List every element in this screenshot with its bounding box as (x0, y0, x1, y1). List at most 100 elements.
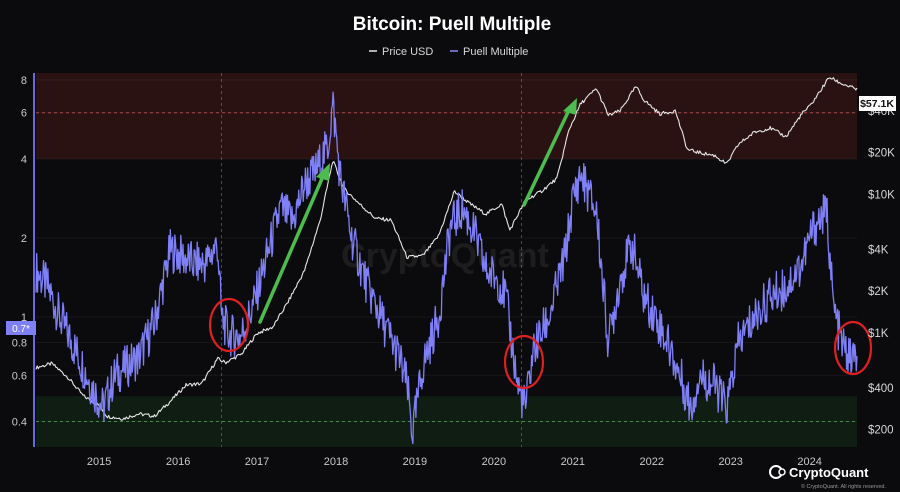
puell-point-60 (738, 342, 739, 343)
price-point-5 (106, 416, 107, 417)
price-point-35 (556, 178, 557, 179)
price-point-18 (304, 270, 305, 271)
puell-point-15 (221, 316, 222, 317)
puell-point-54 (667, 342, 668, 343)
puell-point-48 (596, 212, 597, 213)
price-point-25 (406, 257, 407, 258)
puell-point-1 (47, 287, 48, 288)
puell-point-0 (35, 270, 36, 271)
price-point-7 (138, 413, 139, 414)
series-line-puell (35, 91, 858, 445)
puell-point-42 (525, 408, 526, 409)
x-tick-label-2022: 2022 (640, 456, 664, 468)
gridlines (33, 73, 857, 447)
price-point-47 (714, 155, 715, 156)
brand-logo: CryptoQuant © CryptoQuant. All rights re… (769, 465, 887, 490)
puell-point-43 (533, 349, 534, 350)
puell-point-65 (813, 227, 814, 228)
price-badge-text: $57.1K (860, 98, 894, 110)
price-point-2 (67, 376, 68, 377)
puell-point-10 (170, 249, 171, 250)
left-tick-label-5: 0.8 (12, 338, 27, 350)
puell-point-53 (655, 316, 656, 317)
price-point-22 (359, 203, 360, 204)
puell-point-40 (505, 296, 506, 297)
price-point-30 (485, 213, 486, 214)
annotations (208, 98, 873, 390)
right-tick-label-1: $20K (868, 148, 895, 160)
puell-point-67 (826, 212, 827, 213)
puell-point-36 (462, 207, 463, 208)
puell-point-20 (280, 207, 281, 208)
green-arrow-2020 (522, 98, 577, 207)
puell-point-71 (856, 357, 857, 358)
price-point-45 (687, 149, 688, 150)
price-point-28 (454, 191, 455, 192)
puell-point-23 (316, 170, 317, 171)
price-point-13 (225, 362, 226, 363)
price-point-58 (856, 89, 857, 90)
puell-badge-bg (6, 321, 36, 335)
price-point-10 (185, 384, 186, 385)
price-point-44 (675, 110, 676, 111)
puell-point-63 (785, 287, 786, 288)
puell-point-7 (126, 366, 127, 367)
brand-name: CryptoQuant (789, 465, 869, 480)
legend-label-price: Price USD (382, 46, 433, 58)
brand-copyright: © CryptoQuant. All rights reserved. (801, 483, 887, 490)
right-tick-label-2: $10K (868, 189, 895, 201)
left-tick-label-1: 6 (21, 108, 27, 120)
puell-point-68 (833, 306, 834, 307)
puell-point-11 (181, 256, 182, 257)
puell-point-49 (608, 342, 609, 343)
price-point-56 (829, 77, 830, 78)
price-point-55 (817, 94, 818, 95)
price-point-42 (643, 99, 644, 100)
legend-item-puell[interactable]: Puell Multiple (450, 46, 528, 58)
series-line-price (35, 77, 858, 421)
price-point-8 (154, 416, 155, 417)
highlight-circle-2020 (503, 334, 545, 390)
cryptoquant-logo-icon (769, 465, 786, 479)
puell-point-28 (367, 287, 368, 288)
puell-point-45 (564, 256, 565, 257)
puell-point-50 (620, 278, 621, 279)
puell-point-44 (549, 316, 550, 317)
price-point-41 (635, 86, 636, 87)
x-tick-label-2016: 2016 (166, 456, 190, 468)
puell-point-34 (438, 316, 439, 317)
puell-point-30 (399, 357, 400, 358)
price-point-20 (332, 160, 333, 161)
puell-point-24 (327, 145, 328, 146)
series-layer (35, 77, 858, 445)
price-point-12 (217, 358, 218, 359)
legend: Price USD Puell Multiple (369, 46, 528, 58)
legend-item-price[interactable]: Price USD (369, 46, 433, 58)
price-point-19 (320, 220, 321, 221)
price-point-48 (726, 164, 727, 165)
puell-point-12 (193, 263, 194, 264)
puell-point-51 (631, 243, 632, 244)
puell-point-57 (699, 375, 700, 376)
price-point-24 (391, 220, 392, 221)
puell-point-32 (412, 433, 413, 434)
right-tick-label-4: $2K (868, 286, 889, 298)
price-point-14 (241, 354, 242, 355)
price-point-1 (51, 363, 52, 364)
x-tick-label-2021: 2021 (561, 456, 585, 468)
puell-point-31 (406, 385, 407, 386)
puell-point-19 (264, 263, 265, 264)
x-tick-label-2023: 2023 (718, 456, 742, 468)
puell-point-5 (103, 408, 104, 409)
price-point-40 (620, 110, 621, 111)
puell-point-33 (422, 366, 423, 367)
highlight-circle-2024 (833, 320, 873, 376)
puell-point-13 (205, 263, 206, 264)
price-point-0 (35, 367, 36, 368)
price-point-23 (375, 218, 376, 219)
left-axis: 8 6 4 2 1 0.8 0.6 0.4 (12, 75, 27, 429)
puell-point-26 (339, 174, 340, 175)
right-tick-label-6: $400 (868, 383, 894, 395)
price-point-39 (608, 115, 609, 116)
